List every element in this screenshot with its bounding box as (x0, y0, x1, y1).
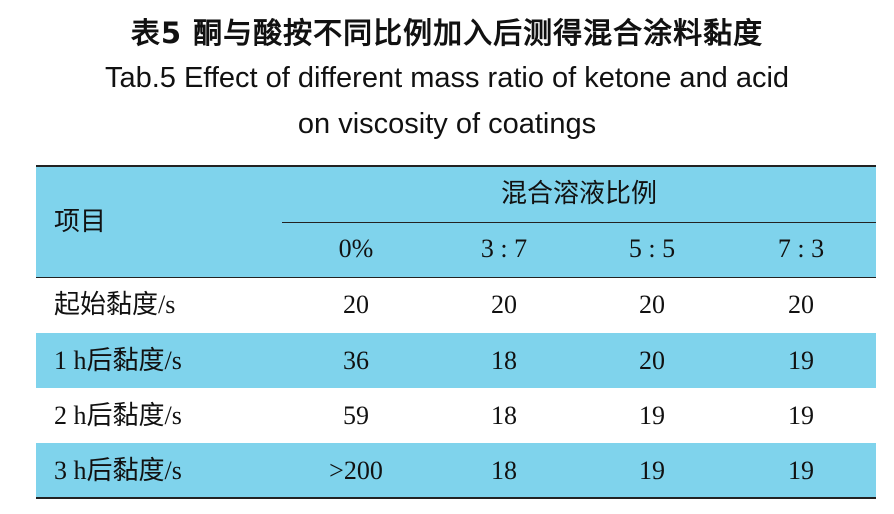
viscosity-table: 项目 混合溶液比例 0% 3 : 7 5 : 5 7 : 3 起始黏度/s 20… (36, 165, 876, 499)
table-cell: 19 (788, 456, 814, 485)
table-cell: 19 (639, 456, 665, 485)
table-cell: 20 (639, 290, 665, 319)
column-header: 7 : 3 (777, 234, 825, 263)
column-header: 3 : 7 (480, 234, 528, 263)
column-header: 0% (338, 234, 374, 263)
table-cell: 36 (343, 346, 369, 375)
table-cell: 20 (788, 290, 814, 319)
header-bottom-rule (36, 277, 876, 278)
group-header: 混合溶液比例 (500, 179, 657, 208)
row-label: 2 h后黏度/s (54, 401, 182, 430)
table-cell: 20 (639, 346, 665, 375)
row-label: 起始黏度/s (54, 290, 176, 319)
table-cell: 18 (491, 346, 517, 375)
bottom-rule (36, 497, 876, 499)
table-cell: 19 (788, 346, 814, 375)
top-rule (36, 165, 876, 167)
header-band (36, 165, 876, 278)
row-label: 1 h后黏度/s (54, 346, 182, 375)
table-cell: 19 (639, 401, 665, 430)
table-caption-chinese: 表5 酮与酸按不同比例加入后测得混合涂料黏度 (130, 16, 764, 50)
row-header: 项目 (54, 207, 107, 236)
table-cell: 20 (491, 290, 517, 319)
row-label: 3 h后黏度/s (54, 456, 182, 485)
table-cell: 18 (491, 401, 517, 430)
table-cell: 20 (343, 290, 369, 319)
table-cell: 19 (788, 401, 814, 430)
table-caption-english-line1: Tab.5 Effect of different mass ratio of … (104, 62, 790, 94)
row-band-3h (36, 443, 876, 498)
table-cell: 59 (343, 401, 369, 430)
table-cell: >200 (329, 456, 383, 485)
row-band-1h (36, 333, 876, 388)
column-header: 5 : 5 (628, 234, 676, 263)
table-cell: 18 (491, 456, 517, 485)
table-caption-english-line2: on viscosity of coatings (297, 108, 597, 140)
group-rule (282, 222, 876, 223)
